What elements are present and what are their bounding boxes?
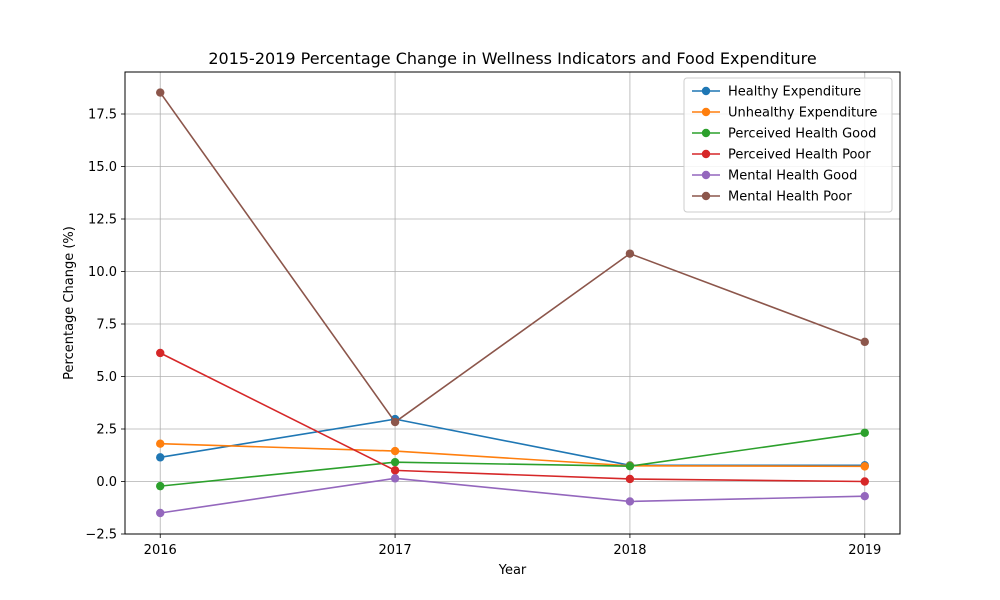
data-point	[860, 477, 869, 486]
data-point	[390, 457, 400, 467]
series-mental-health-poor	[156, 88, 869, 427]
plot-frame	[124, 71, 901, 535]
legend-marker	[701, 128, 711, 138]
series-line	[160, 431, 865, 487]
legend-marker	[701, 86, 711, 96]
data-point	[156, 88, 165, 97]
axis-ticks: 2016 2017 2018 2019 −2.5 0.0 2.5 5.0 7.5 10.0 12.5…	[85, 108, 881, 559]
legend-label: Perceived Health Good	[728, 127, 876, 142]
series-mental-health-good	[156, 474, 869, 518]
data-point	[860, 462, 869, 471]
y-tick-label: 7.5	[96, 318, 117, 333]
y-tick-label: 17.5	[88, 108, 117, 123]
data-point	[156, 453, 165, 462]
x-axis-label: Year	[498, 563, 527, 578]
y-tick-label: 5.0	[96, 370, 117, 385]
data-point	[390, 417, 400, 427]
x-tick-label: 2017	[379, 543, 412, 558]
data-point	[156, 348, 165, 358]
legend-entry: Mental Health Good	[692, 169, 857, 184]
legend-marker	[701, 191, 711, 201]
legend-marker	[701, 149, 711, 159]
legend-label: Mental Health Good	[728, 169, 857, 184]
series-unhealthy-expenditure	[156, 439, 869, 471]
x-tick-label: 2019	[848, 543, 881, 558]
series-line	[159, 352, 865, 483]
data-point	[390, 446, 400, 456]
legend-marker	[701, 170, 711, 180]
legend-label: Mental Health Poor	[728, 190, 852, 205]
legend: Healthy Expenditure Unhealthy Expenditure…	[683, 77, 893, 213]
data-point	[156, 439, 165, 448]
y-axis-label: Percentage Change (%)	[62, 226, 77, 380]
series-perceived-health-good	[156, 428, 869, 491]
data-point	[625, 497, 635, 506]
series-line	[159, 92, 866, 423]
legend-label: Unhealthy Expenditure	[728, 106, 877, 121]
data-point	[625, 474, 635, 484]
legend-label: Perceived Health Poor	[728, 148, 871, 163]
data-point	[860, 337, 869, 347]
series-line	[160, 442, 865, 468]
legend-entry: Mental Health Poor	[692, 190, 852, 205]
y-tick-label: 12.5	[88, 213, 117, 228]
data-point	[625, 249, 635, 258]
y-tick-label: 2.5	[96, 423, 117, 438]
series-line	[160, 477, 865, 514]
y-tick-label: 0.0	[96, 475, 117, 490]
legend-entry: Perceived Health Good	[692, 127, 876, 142]
series-healthy-expenditure	[156, 414, 869, 470]
x-tick-label: 2018	[613, 543, 646, 558]
y-tick-label: 10.0	[88, 265, 117, 280]
data-point	[156, 508, 165, 518]
x-tick-label: 2016	[144, 543, 177, 558]
data-point	[390, 466, 400, 475]
data-point	[860, 428, 869, 437]
chart-title: 2015-2019 Percentage Change in Wellness …	[208, 49, 816, 68]
legend-entry: Unhealthy Expenditure	[692, 106, 877, 121]
y-tick-label: −2.5	[85, 528, 117, 543]
data-point	[625, 461, 635, 471]
y-tick-label: 15.0	[88, 160, 117, 175]
data-point	[390, 474, 400, 483]
legend-label: Healthy Expenditure	[728, 85, 861, 100]
series-perceived-health-poor	[156, 348, 869, 486]
data-point	[860, 492, 869, 501]
series-layer	[156, 88, 869, 518]
legend-entry: Healthy Expenditure	[692, 85, 861, 100]
legend-box	[683, 77, 893, 213]
legend-marker	[701, 107, 711, 117]
legend-entry: Perceived Health Poor	[692, 148, 871, 163]
data-point	[156, 481, 165, 491]
